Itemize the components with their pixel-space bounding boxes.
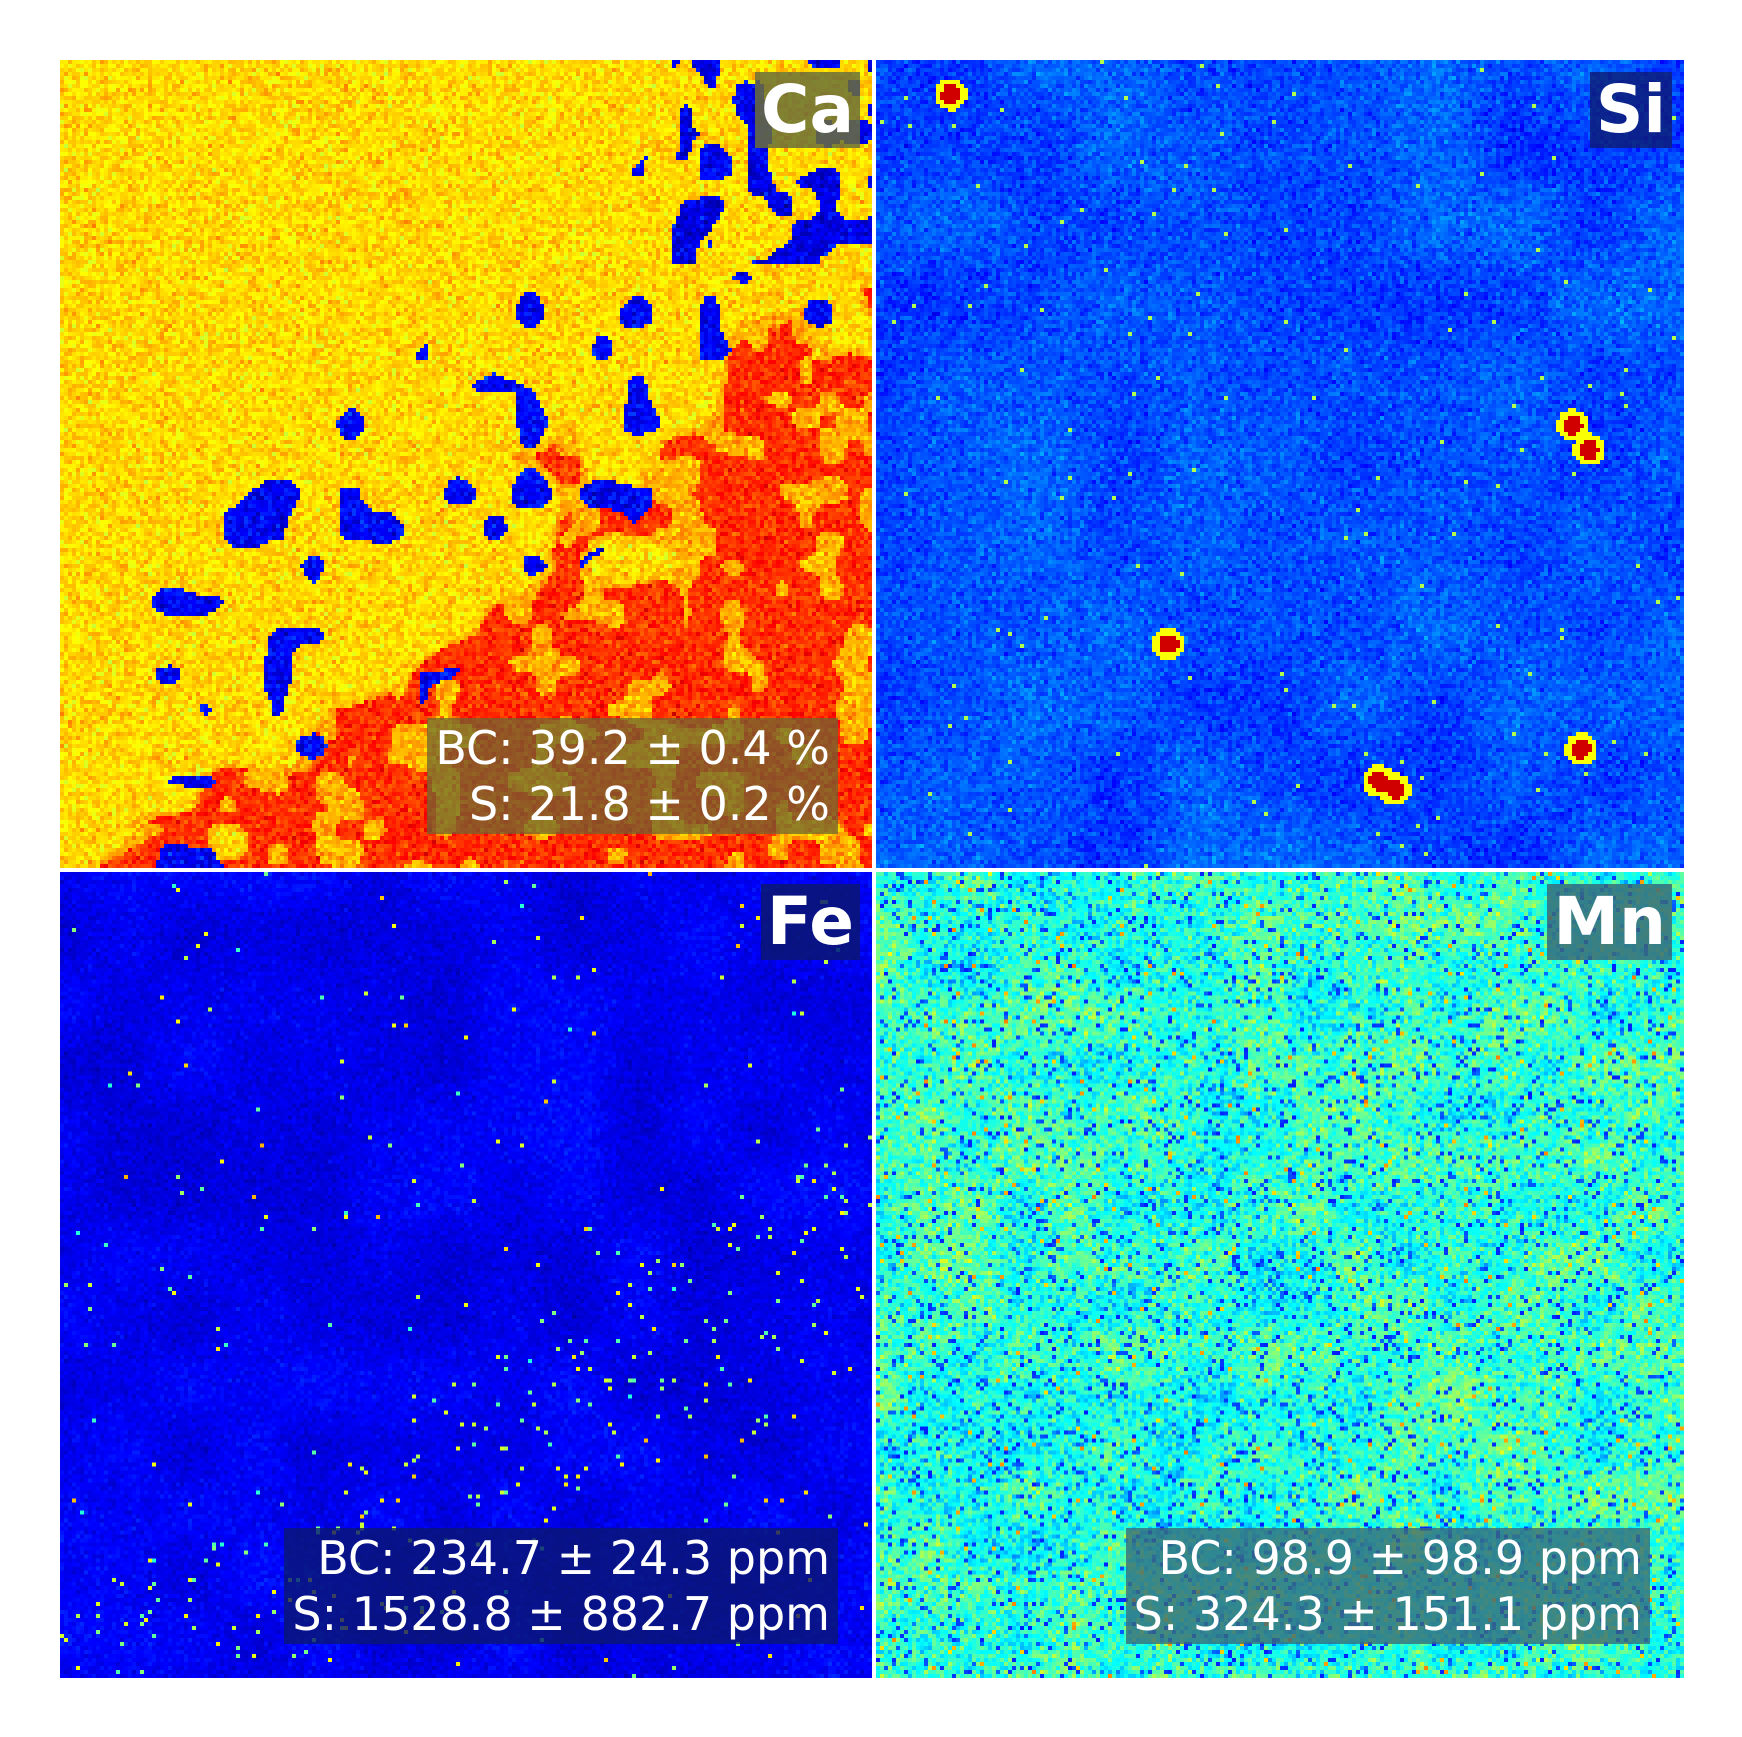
fe-map-panel: Fe BC: 234.7 ± 24.3 ppm S: 1528.8 ± 882.… (60, 872, 872, 1678)
mn-element-label: Mn (1547, 884, 1672, 960)
mn-s-value: S: 324.3 ± 151.1 ppm (1133, 1587, 1642, 1641)
ca-element-label: Ca (755, 72, 860, 148)
mn-stats-box: BC: 98.9 ± 98.9 ppm S: 324.3 ± 151.1 ppm (1125, 1528, 1650, 1644)
mn-bc-value: BC: 98.9 ± 98.9 ppm (1158, 1531, 1642, 1585)
ca-map-panel: Ca BC: 39.2 ± 0.4 % S: 21.8 ± 0.2 % (60, 60, 872, 868)
ca-s-value: S: 21.8 ± 0.2 % (468, 777, 830, 831)
mn-map-panel: Mn BC: 98.9 ± 98.9 ppm S: 324.3 ± 151.1 … (876, 872, 1684, 1678)
ca-bc-value: BC: 39.2 ± 0.4 % (435, 721, 830, 775)
si-element-label: Si (1589, 72, 1672, 148)
fe-bc-value: BC: 234.7 ± 24.3 ppm (317, 1531, 830, 1585)
si-map-image (876, 60, 1684, 868)
si-map-panel: Si (876, 60, 1684, 868)
fe-element-label: Fe (760, 884, 860, 960)
fe-s-value: S: 1528.8 ± 882.7 ppm (292, 1587, 830, 1641)
fe-stats-box: BC: 234.7 ± 24.3 ppm S: 1528.8 ± 882.7 p… (284, 1528, 838, 1644)
ca-stats-box: BC: 39.2 ± 0.4 % S: 21.8 ± 0.2 % (427, 718, 838, 834)
